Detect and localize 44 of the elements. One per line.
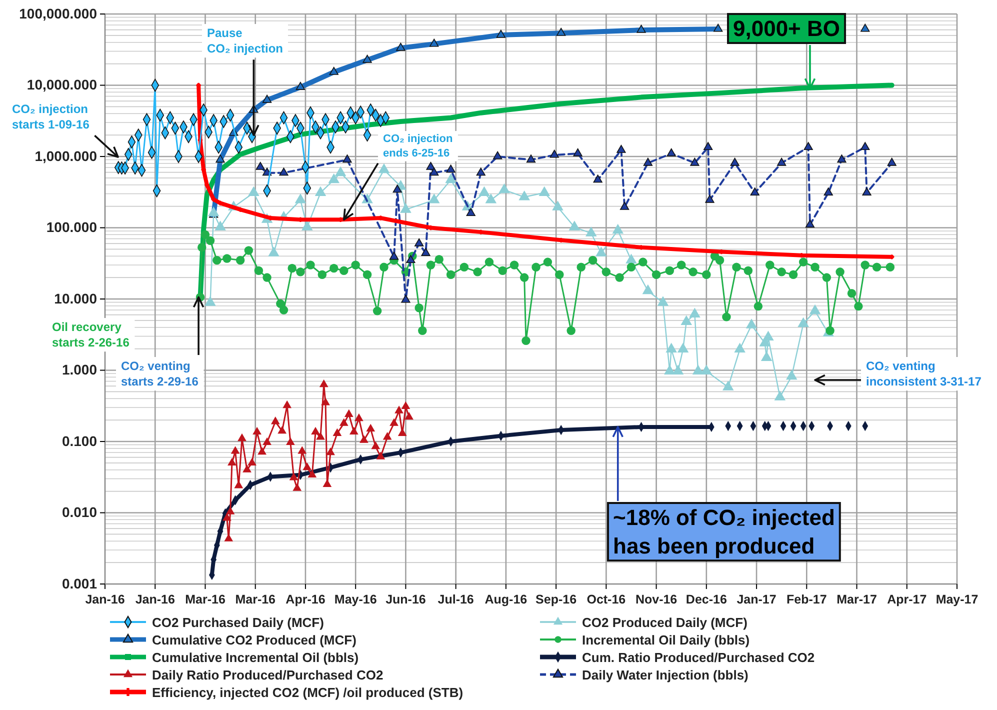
- x-tick-label: Feb-17: [786, 592, 827, 606]
- y-tick-label: 10.000: [54, 290, 98, 306]
- y-tick-label: 100.000: [46, 219, 98, 236]
- annotation: CO₂ injection ends 6-25-16: [383, 133, 453, 160]
- x-tick-label: Mar-16: [235, 592, 276, 606]
- annotation: CO₂ venting inconsistent 3-31-17: [866, 359, 982, 389]
- x-tick-label: Sep-16: [536, 592, 577, 606]
- annotation: CO₂ venting starts 2-29-16: [121, 359, 199, 389]
- legend-label: Efficiency, injected CO2 (MCF) /oil produced (STB): [152, 685, 464, 700]
- legend-label: Cum. Ratio Produced/Purchased CO2: [582, 650, 815, 665]
- x-tick-label: Dec-16: [686, 592, 727, 606]
- x-tick-label: Mar-16: [185, 592, 226, 606]
- x-tick-label: Apr-16: [286, 592, 326, 606]
- x-tick-label: Nov-16: [635, 592, 678, 606]
- y-tick-label: 100,000.000: [19, 5, 98, 22]
- annotation: ~18% of CO₂ injected has been produced: [613, 505, 835, 559]
- y-tick-label: 0.100: [62, 432, 98, 449]
- legend-label: Cumulative Incremental Oil (bbls): [152, 650, 359, 665]
- y-tick-label: 0.001: [62, 575, 98, 592]
- text: CO₂ injection starts 1-09-16: [12, 102, 90, 132]
- x-tick-label: Oct-16: [586, 592, 626, 606]
- x-tick-label: Jun-16: [386, 592, 426, 606]
- x-tick-label: Jan-16: [85, 592, 125, 606]
- legend-label: Cumulative CO2 Produced (MCF): [152, 632, 356, 648]
- x-tick-label: May-17: [936, 592, 978, 606]
- x-tick-label: Apr-17: [887, 592, 927, 606]
- annotation: 9,000+ BO: [733, 16, 840, 41]
- x-tick-label: May-16: [334, 592, 377, 606]
- x-tick-label: Jan-17: [736, 592, 776, 606]
- legend-label: CO2 Produced Daily (MCF): [582, 615, 748, 630]
- y-tick-label: 10,000.000: [26, 76, 98, 93]
- y-tick-label: 1.000: [62, 362, 98, 378]
- annotation: Oil recovery starts 2-26-16: [52, 320, 130, 350]
- x-tick-label: Jan-16: [135, 592, 175, 606]
- legend-label: CO2 Purchased Daily (MCF): [152, 615, 324, 630]
- legend-label: Incremental Oil Daily (bbls): [582, 632, 750, 648]
- legend-label: Daily Water Injection (bbls): [582, 668, 748, 682]
- y-tick-label: 0.010: [62, 504, 98, 520]
- annotation: Pause CO₂ injection: [207, 26, 284, 56]
- legend-label: Daily Ratio Produced/Purchased CO2: [152, 668, 384, 682]
- y-tick-label: 1,000.000: [34, 148, 98, 164]
- x-tick-label: Mar-17: [836, 592, 877, 606]
- x-tick-label: Jul-16: [438, 592, 474, 606]
- x-tick-label: Aug-16: [484, 592, 528, 606]
